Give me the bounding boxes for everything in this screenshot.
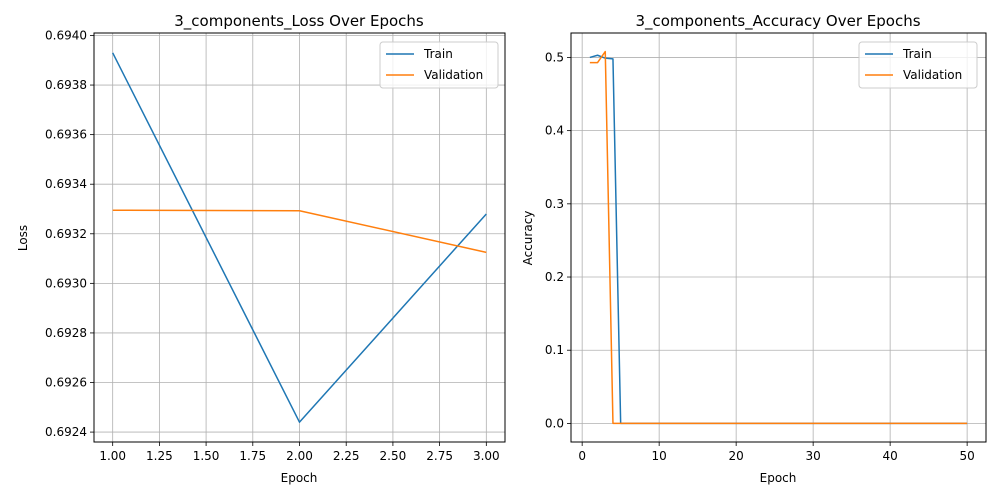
accuracy-chart-x-tick-label: 20 [729, 449, 744, 463]
accuracy-chart-plot-area [570, 32, 987, 443]
accuracy-chart-panel: 3_components_Accuracy Over Epochs 0 10 20 3… [521, 12, 987, 485]
loss-chart-panel: 3_components_Loss Over Epochs 1.00 1.25 1.… [16, 12, 506, 485]
loss-chart-y-tick-label: 0.6924 [45, 425, 87, 439]
loss-chart-y-tick-label: 0.6928 [45, 326, 87, 340]
loss-chart-x-tick-label: 2.00 [286, 449, 313, 463]
accuracy-chart-series-validation-line [589, 50, 968, 425]
loss-chart-series-train-line [112, 52, 487, 423]
accuracy-chart-y-tick-label: 0.0 [545, 416, 564, 430]
loss-chart-x-tick-label: 2.75 [426, 449, 453, 463]
loss-chart-x-tick-label: 2.25 [333, 449, 360, 463]
loss-chart-y-tick-label: 0.6932 [45, 227, 87, 241]
loss-chart-grid [94, 33, 505, 442]
accuracy-chart-legend: Train Validation [858, 41, 978, 89]
loss-chart-x-tick-label: 1.00 [99, 449, 126, 463]
loss-chart-x-axis-label: Epoch [281, 471, 318, 485]
accuracy-chart-legend-label-train: Train [902, 47, 932, 61]
accuracy-chart-title: 3_components_Accuracy Over Epochs [635, 12, 920, 31]
accuracy-chart-x-axis-label: Epoch [760, 471, 797, 485]
accuracy-chart-y-tick-label: 0.4 [545, 124, 564, 138]
loss-chart-series-validation-line [112, 209, 487, 254]
accuracy-chart-x-tick-label: 0 [578, 449, 586, 463]
accuracy-chart-x-tick-label: 10 [652, 449, 667, 463]
loss-chart-series [112, 52, 487, 423]
loss-chart-y-tick-label: 0.6940 [45, 28, 87, 42]
loss-chart-x-tick-label: 1.50 [193, 449, 220, 463]
loss-chart-ticks: 1.00 1.25 1.50 1.75 2.00 2.25 2.50 2.75 3.00 0.69… [45, 28, 500, 463]
accuracy-chart-y-axis-label: Accuracy [521, 211, 535, 266]
loss-chart-x-tick-label: 3.00 [473, 449, 500, 463]
accuracy-chart-y-tick-label: 0.1 [545, 343, 564, 357]
loss-chart-x-tick-label: 2.50 [380, 449, 407, 463]
accuracy-chart-x-tick-label: 30 [806, 449, 821, 463]
loss-chart-y-tick-label: 0.6936 [45, 128, 87, 142]
accuracy-chart-y-tick-label: 0.5 [545, 50, 564, 64]
loss-chart-y-tick-label: 0.6938 [45, 78, 87, 92]
loss-chart-title: 3_components_Loss Over Epochs [174, 12, 424, 31]
loss-chart-x-tick-label: 1.75 [239, 449, 266, 463]
accuracy-chart-legend-label-validation: Validation [903, 68, 962, 82]
loss-chart-y-tick-label: 0.6926 [45, 376, 87, 390]
accuracy-chart-y-tick-label: 0.2 [545, 270, 564, 284]
loss-chart-legend-label-train: Train [423, 47, 453, 61]
accuracy-chart-x-tick-label: 40 [883, 449, 898, 463]
accuracy-chart-series [589, 50, 968, 425]
accuracy-chart-ticks: 0 10 20 30 40 50 0.0 0.1 0.2 0.3 0.4 0.5 [545, 50, 975, 463]
loss-chart-y-tick-label: 0.6930 [45, 276, 87, 290]
accuracy-chart-y-tick-label: 0.3 [545, 197, 564, 211]
accuracy-chart-x-tick-label: 50 [959, 449, 974, 463]
loss-chart-y-axis-label: Loss [16, 225, 30, 251]
loss-chart-legend-label-validation: Validation [424, 68, 483, 82]
loss-chart-y-tick-label: 0.6934 [45, 177, 87, 191]
loss-chart-x-tick-label: 1.25 [146, 449, 173, 463]
loss-chart-legend: Train Validation [379, 41, 499, 89]
